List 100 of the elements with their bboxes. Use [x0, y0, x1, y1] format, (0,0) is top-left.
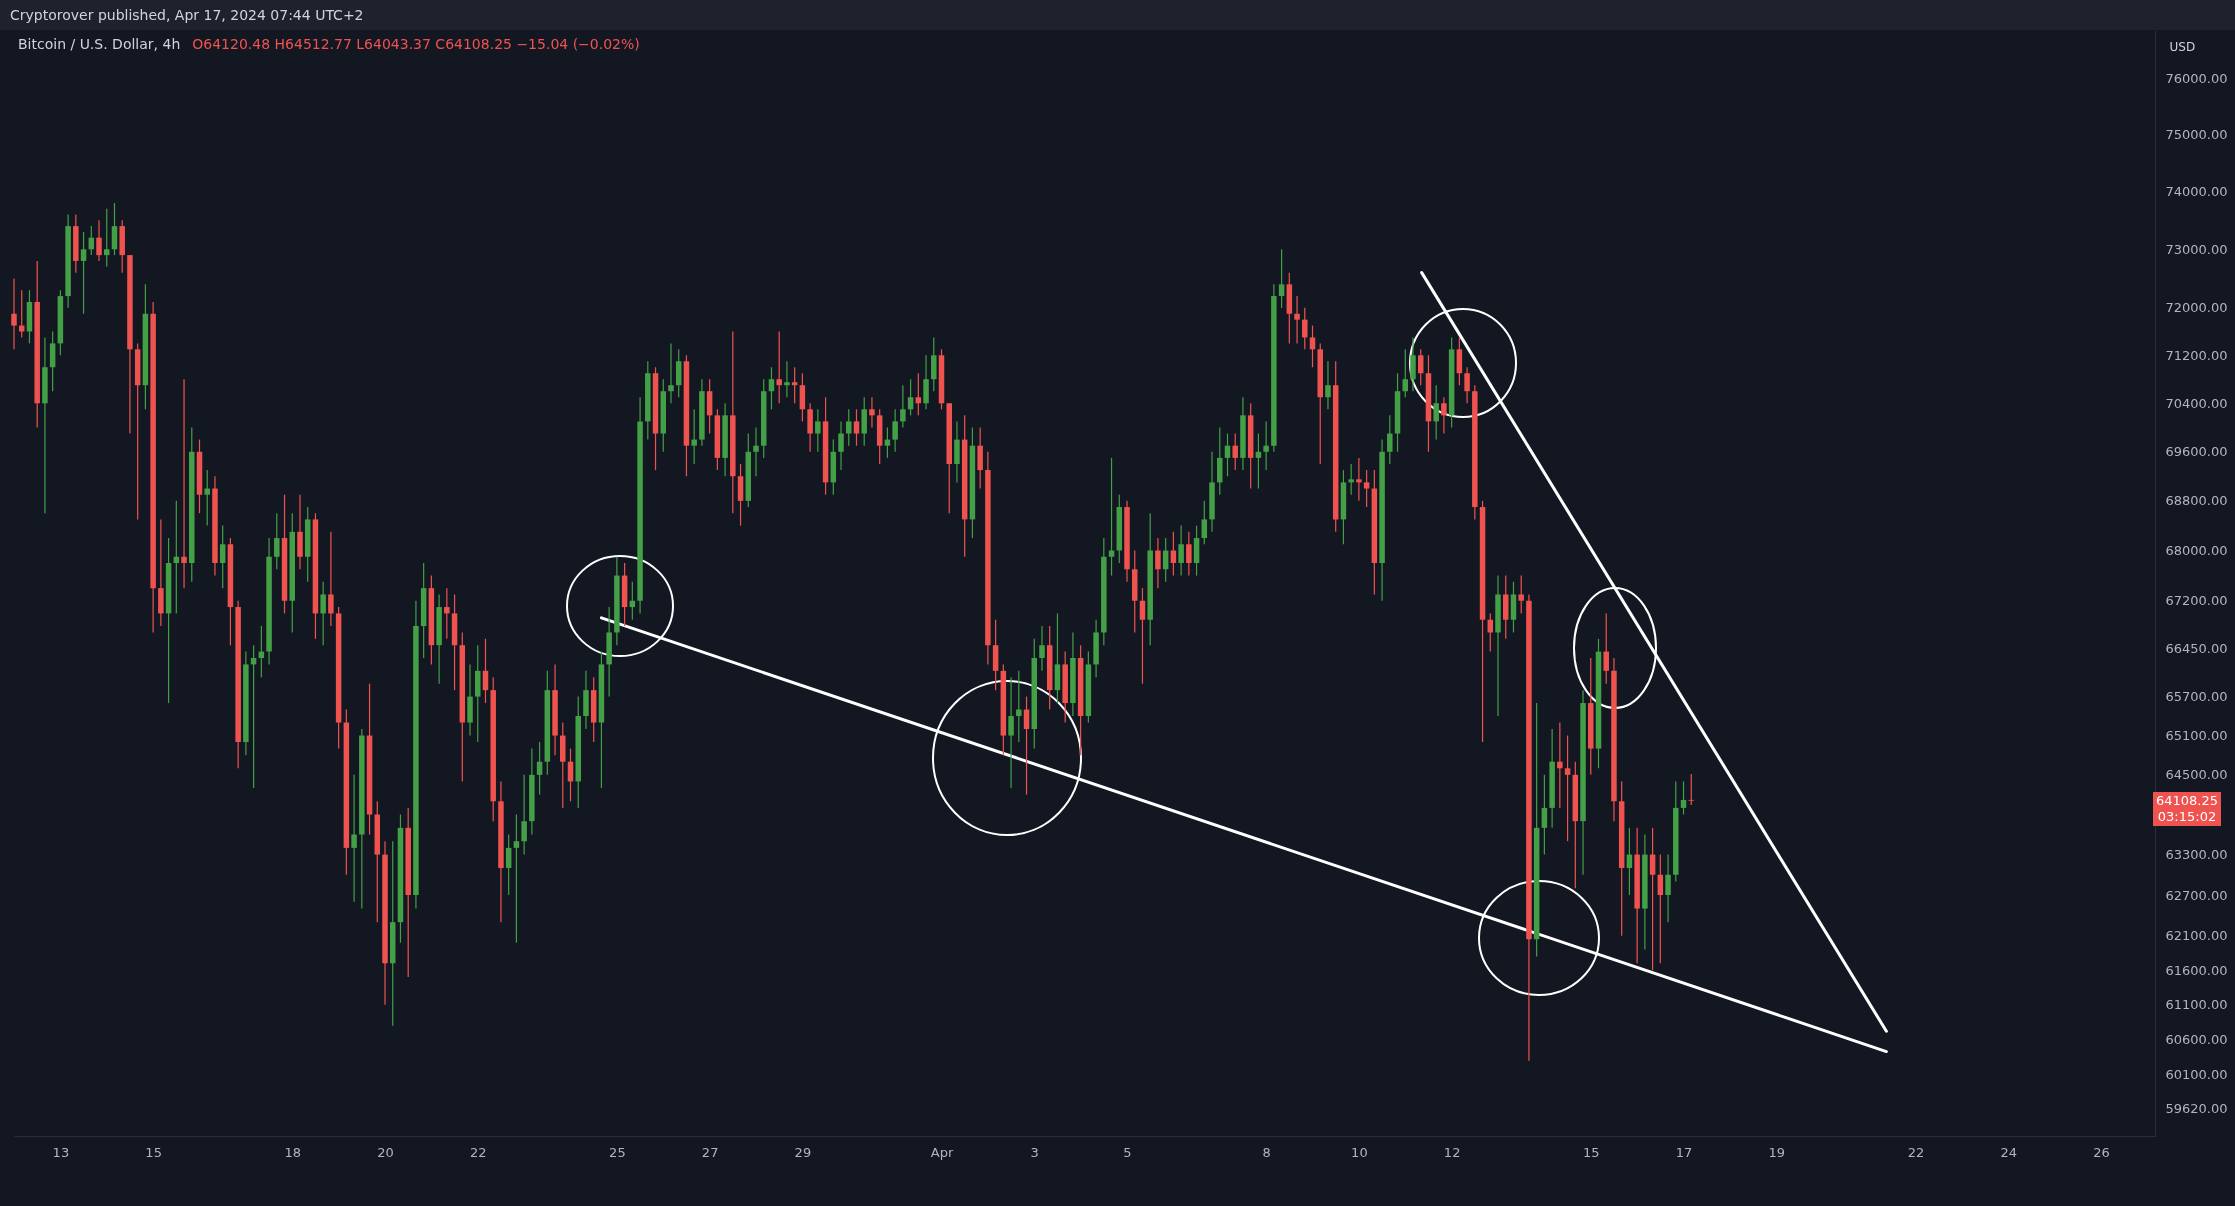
candlestick: [18, 289, 25, 339]
x-tick-label: 19: [1768, 1144, 1786, 1160]
candlestick: [1363, 469, 1370, 508]
candlestick: [351, 774, 357, 903]
chart-subtitle: Cryptorover published, Apr 17, 2024 07:44 UTC+2: [0, 0, 2235, 30]
candlestick: [1186, 531, 1192, 577]
candlestick: [328, 531, 334, 627]
candlestick: [1410, 336, 1416, 392]
y-tick-label: 68800.00: [2165, 493, 2228, 509]
candlestick: [1039, 625, 1045, 672]
annotation: O64120.48 H64512.77 L64043.37 C64108.25 −15.04 (−0.02%): [192, 36, 640, 52]
candlestick: [1278, 248, 1285, 309]
candlestick: [884, 426, 891, 459]
candlestick: [853, 408, 860, 447]
y-tick-label: 67200.00: [2165, 593, 2228, 609]
x-tick-label: 26: [2093, 1144, 2110, 1160]
candlestick: [181, 378, 187, 589]
y-tick-label: 61600.00: [2165, 962, 2228, 978]
y-tick-label: 69600.00: [2165, 444, 2228, 460]
x-tick-label: 3: [1030, 1144, 1039, 1160]
candlestick: [219, 525, 226, 589]
candlestick: [521, 774, 527, 856]
x-tick-label: 15: [145, 1144, 162, 1160]
candlestick: [1518, 574, 1524, 615]
x-tick-label: 5: [1123, 1144, 1132, 1160]
candlestick: [1325, 360, 1331, 410]
candlestick: [513, 813, 520, 944]
candlestick: [1016, 670, 1022, 743]
y-tick-label: 65100.00: [2165, 728, 2228, 744]
candlestick: [1232, 432, 1238, 471]
y-tick-label: 71200.00: [2165, 347, 2228, 363]
candlestick: [691, 408, 697, 465]
y-tick-label: 75000.00: [2165, 127, 2228, 143]
candlestick: [1464, 366, 1470, 404]
candlestick: [1201, 500, 1208, 545]
candlestick: [1541, 774, 1548, 856]
candlestick: [1564, 734, 1571, 842]
candlestick: [1139, 587, 1146, 685]
candlestick: [1402, 348, 1409, 398]
candlestick: [907, 378, 914, 416]
y-tick-label: 62700.00: [2165, 887, 2228, 903]
candlestick: [846, 408, 852, 447]
candlestick: [1309, 324, 1316, 368]
candlestick: [915, 372, 922, 416]
x-tick-label: 12: [1443, 1144, 1461, 1160]
candlestick: [1263, 420, 1269, 471]
candlestick: [1433, 384, 1439, 441]
candlestick: [1155, 537, 1161, 589]
candlestick: [838, 420, 844, 471]
candlestick: [80, 231, 87, 315]
x-tick-label: 22: [1907, 1144, 1925, 1160]
candlestick: [320, 581, 326, 646]
y-tick-label: 64500.00: [2165, 767, 2228, 783]
candlestick: [111, 202, 118, 256]
candlestick: [1356, 457, 1362, 502]
candlestick: [1008, 676, 1014, 789]
candlestick: [1603, 612, 1609, 685]
candlestick: [1302, 307, 1308, 350]
candlestick: [536, 741, 543, 796]
y-tick-label: 62100.00: [2165, 928, 2228, 944]
candlestick: [204, 469, 210, 527]
candlestick: [776, 330, 782, 404]
y-tick-label: 73000.00: [2165, 241, 2228, 257]
candlestick: [49, 330, 56, 392]
x-tick-label: 17: [1675, 1144, 1693, 1160]
x-tick-label: 25: [609, 1144, 626, 1160]
candlestick: [1680, 780, 1687, 816]
candlestick: [1178, 525, 1184, 577]
x-tick-label: 20: [377, 1144, 394, 1160]
y-tick-label: 63300.00: [2165, 847, 2228, 863]
candlestick: [444, 587, 450, 640]
y-tick-label: 66450.00: [2165, 640, 2228, 656]
candlestick: [96, 219, 102, 262]
y-tick-label: 65700.00: [2165, 689, 2228, 705]
candlestick: [1348, 463, 1354, 496]
candlestick: [505, 833, 512, 896]
candlestick: [1224, 432, 1231, 477]
x-tick-label: 10: [1351, 1144, 1368, 1160]
y-tick-label: 60100.00: [2165, 1067, 2228, 1083]
candlestick: [1657, 853, 1664, 964]
candlestick: [768, 366, 775, 410]
y-tick-label: 60600.00: [2165, 1032, 2228, 1048]
y-tick-label: 76000.00: [2165, 70, 2228, 86]
candlestick: [869, 396, 875, 429]
y-axis-title: USD: [2169, 39, 2196, 54]
x-tick-label: 27: [701, 1144, 719, 1160]
candlestick: [1665, 853, 1671, 923]
candlestick: [274, 512, 280, 570]
candlestick: [1688, 773, 1694, 806]
candlestick: [1387, 414, 1393, 465]
candlestick: [1557, 721, 1563, 809]
x-tick-label: 29: [794, 1144, 812, 1160]
candlestick: [1441, 396, 1447, 435]
candlestick: [892, 408, 898, 453]
x-tick-label: 24: [2000, 1144, 2017, 1160]
candlestick: [1417, 348, 1424, 386]
y-tick-label: 61100.00: [2165, 997, 2228, 1013]
candlestick: [668, 342, 674, 404]
candlestick: [784, 360, 790, 398]
text: 03:15:02: [2156, 808, 2218, 825]
